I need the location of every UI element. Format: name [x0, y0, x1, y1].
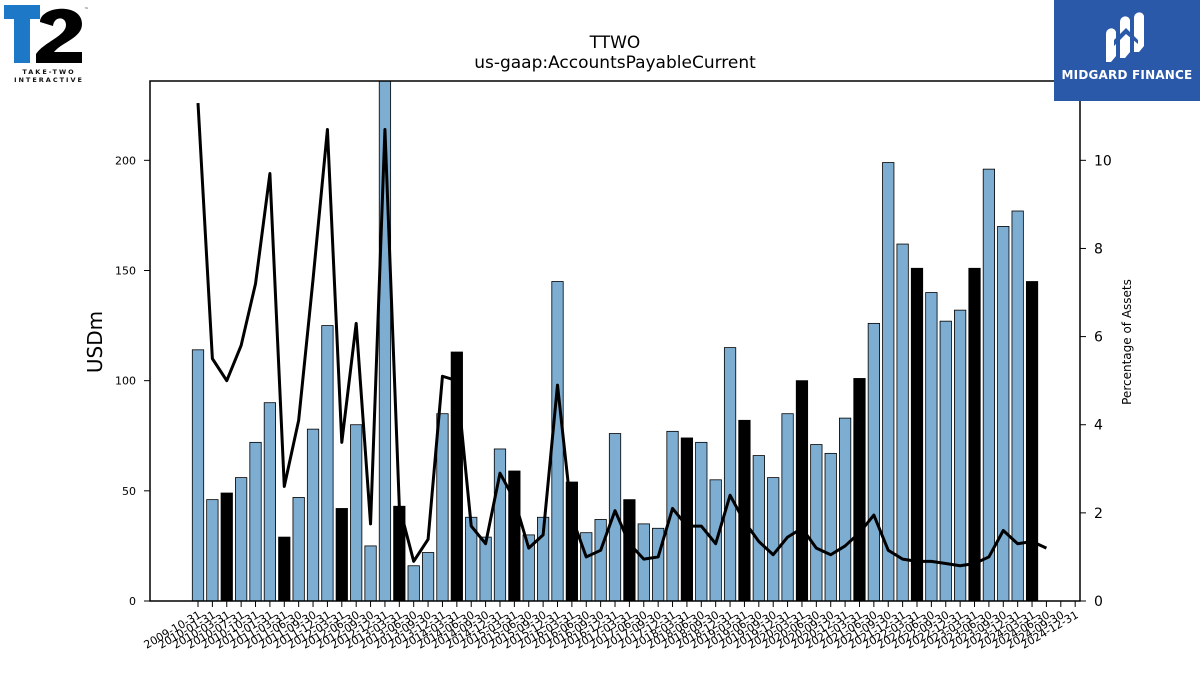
bars-group [191, 81, 1039, 601]
bar [580, 532, 593, 601]
bar [939, 320, 952, 601]
y-tick-label: 200 [115, 154, 136, 167]
bar [508, 470, 521, 601]
trademark-mark: ™ [84, 7, 89, 13]
bar [407, 565, 420, 601]
bar [623, 499, 636, 601]
take-two-logo: ™ TAKE-TWO INTERACTIVE [4, 4, 94, 84]
bar [910, 267, 924, 601]
bar [867, 322, 880, 601]
chart-subtitle: us-gaap:AccountsPayableCurrent [474, 53, 756, 73]
midgard-brand-name: MIDGARD FINANCE [1061, 68, 1193, 82]
bar [565, 481, 578, 601]
bar [206, 499, 219, 601]
bar [493, 448, 507, 601]
bar [982, 168, 996, 601]
bar [723, 347, 737, 601]
bar [997, 226, 1010, 601]
bar [321, 325, 334, 601]
bar [695, 441, 708, 601]
y-tick-label: 100 [115, 375, 136, 388]
bar [795, 380, 809, 601]
x-axis-ticks: 2009-10-312010-01-312010-03-312010-07-31… [142, 601, 1081, 652]
bar [882, 162, 895, 601]
bar [853, 378, 866, 601]
bar [306, 428, 320, 601]
percentage-line [196, 102, 1048, 568]
bar [364, 545, 377, 601]
y-tick-label: 0 [129, 595, 136, 608]
line-group [196, 102, 1048, 568]
bar [637, 523, 650, 601]
bar [738, 419, 751, 601]
t2-mark-icon [4, 5, 82, 64]
bar [839, 417, 852, 601]
plot-frame [149, 80, 1081, 602]
bar [1011, 210, 1024, 601]
bar [522, 534, 535, 601]
bar [810, 444, 823, 601]
bar [1025, 281, 1039, 601]
y2-tick-label: 6 [1094, 330, 1103, 346]
bar [752, 455, 765, 601]
bar [479, 536, 492, 601]
y-tick-label: 150 [115, 264, 136, 277]
y2-tick-label: 10 [1094, 153, 1112, 169]
bar [594, 519, 607, 601]
bar [350, 424, 363, 601]
midgard-mark-icon [1106, 12, 1144, 62]
bar [968, 267, 981, 601]
y-axis-label: USDm [83, 311, 107, 373]
bar [925, 292, 938, 601]
y2-tick-label: 0 [1094, 594, 1103, 610]
midgard-finance-logo: MIDGARD FINANCE [1054, 0, 1200, 101]
bar [378, 81, 392, 601]
bar [537, 516, 550, 601]
y2-tick-label: 4 [1094, 418, 1103, 434]
right-axis-ticks: 0 2 4 6 8 10 [1080, 153, 1112, 610]
bar [191, 349, 205, 601]
y2-tick-label: 8 [1094, 241, 1103, 257]
bar [608, 433, 622, 601]
bar [954, 309, 967, 601]
bar [235, 477, 248, 601]
bar [767, 477, 780, 601]
y-tick-label: 50 [122, 485, 136, 498]
bar [436, 413, 449, 601]
chart-title: TTWO [589, 33, 641, 53]
bar [249, 441, 262, 601]
take-two-subtitle: TAKE-TWO INTERACTIVE [14, 68, 84, 84]
bar [292, 497, 305, 601]
y2-axis-label: Percentage of Assets [1120, 279, 1134, 405]
bar [220, 492, 233, 601]
bar [263, 402, 277, 601]
bar [666, 430, 679, 601]
left-axis-ticks: 0 50 100 150 200 [115, 154, 150, 608]
bar [278, 536, 291, 601]
y2-tick-label: 2 [1094, 506, 1103, 522]
bar [335, 508, 348, 601]
bar [421, 552, 435, 601]
bar [781, 413, 794, 601]
bar [896, 243, 909, 601]
bar [824, 452, 837, 601]
